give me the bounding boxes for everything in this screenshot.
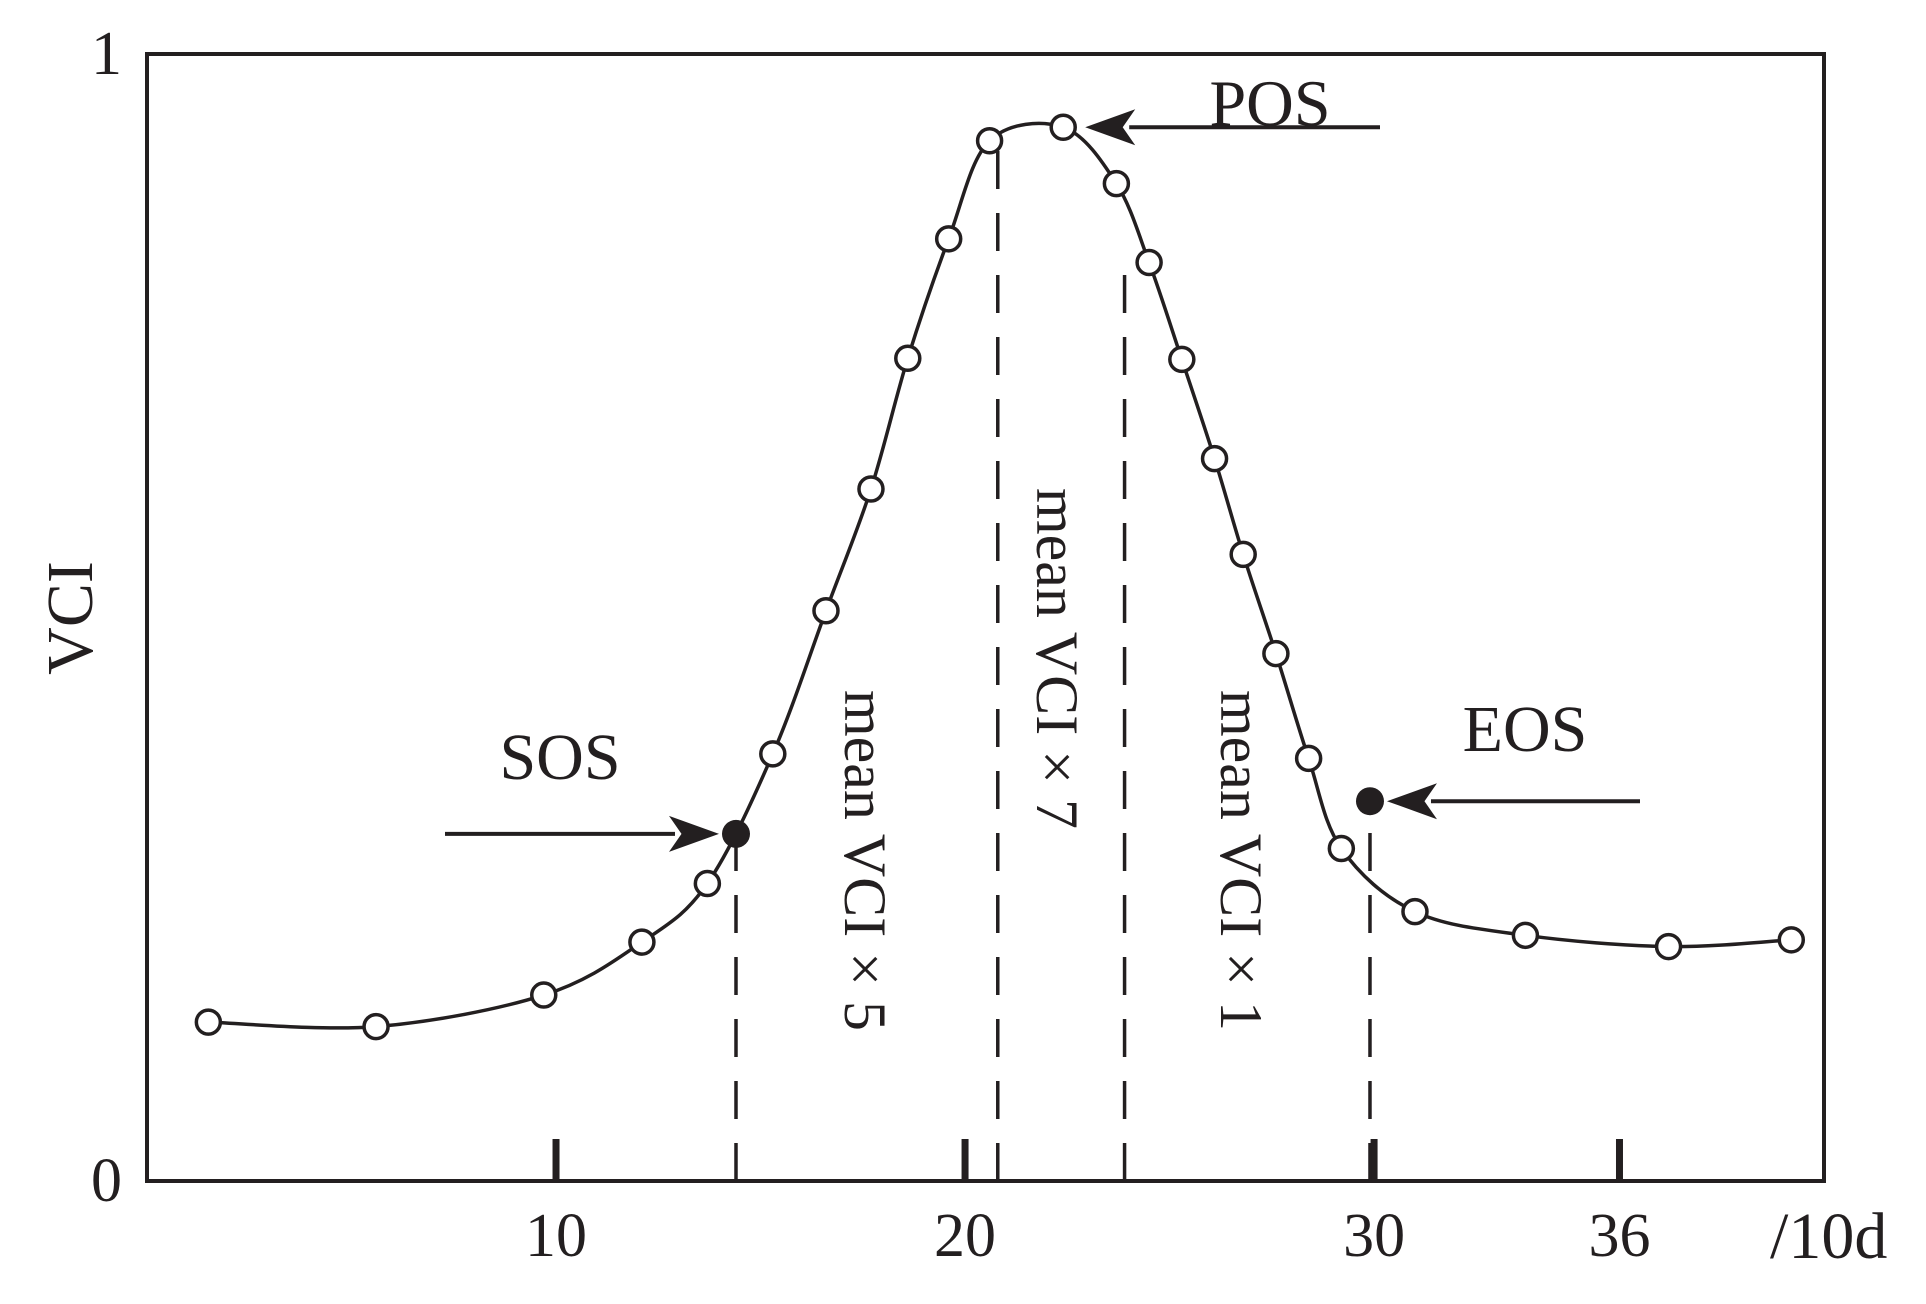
data-point-11 bbox=[975, 127, 1004, 155]
data-point-2 bbox=[362, 1012, 390, 1041]
x-tick-label-30: 30 bbox=[1343, 1202, 1405, 1270]
plot-frame bbox=[145, 52, 1826, 1183]
data-point-9 bbox=[894, 344, 922, 373]
data-point-22 bbox=[1511, 921, 1540, 950]
data-point-21 bbox=[1401, 897, 1429, 926]
sos-arrow bbox=[445, 815, 719, 852]
sos-marker bbox=[721, 819, 750, 848]
data-point-16 bbox=[1200, 444, 1229, 473]
ticks-layer: 10 20 30 36 0 1 bbox=[91, 20, 1650, 1270]
data-point-14 bbox=[1135, 248, 1163, 277]
data-point-7 bbox=[812, 596, 840, 625]
pos-arrow bbox=[1085, 109, 1380, 146]
data-point-24 bbox=[1777, 926, 1806, 954]
data-point-5 bbox=[693, 869, 722, 898]
eos-label: EOS bbox=[1463, 693, 1588, 766]
data-point-3 bbox=[530, 981, 558, 1009]
data-point-15 bbox=[1168, 345, 1196, 374]
data-point-23 bbox=[1654, 932, 1683, 961]
y-axis-title: VCI bbox=[34, 561, 107, 675]
sos-label: SOS bbox=[499, 721, 620, 794]
x-tick-label-20: 20 bbox=[934, 1202, 996, 1270]
pos-label: POS bbox=[1209, 67, 1330, 140]
annotations-layer: SOS EOS POS mean VCI × 5 mean VCI × 7 mean VC… bbox=[445, 67, 1640, 1031]
annotation-mean-vci-3: mean VCI × 1 bbox=[1208, 690, 1274, 1031]
eos-arrow bbox=[1386, 783, 1640, 820]
y-tick-label-1: 1 bbox=[91, 20, 122, 88]
annotation-mean-vci-2: mean VCI × 7 bbox=[1024, 488, 1090, 829]
x-tick-label-36: 36 bbox=[1588, 1202, 1650, 1270]
y-tick-label-0: 0 bbox=[91, 1147, 122, 1215]
annotation-mean-vci-1: mean VCI × 5 bbox=[832, 690, 898, 1031]
reference-lines-layer bbox=[734, 144, 1372, 1181]
data-point-6 bbox=[759, 740, 787, 768]
data-points-layer bbox=[194, 113, 1806, 1041]
data-point-8 bbox=[857, 475, 885, 503]
data-point-12 bbox=[1049, 113, 1077, 142]
data-point-20 bbox=[1327, 834, 1356, 863]
data-point-13 bbox=[1102, 169, 1131, 198]
data-point-1 bbox=[194, 1008, 223, 1036]
data-point-4 bbox=[628, 928, 656, 956]
x-tick-label-10: 10 bbox=[525, 1202, 587, 1270]
x-axis-unit-label: /10d bbox=[1770, 1200, 1887, 1273]
data-point-10 bbox=[934, 225, 963, 253]
eos-marker bbox=[1355, 787, 1384, 816]
vci-curve bbox=[208, 121, 1792, 1030]
data-point-18 bbox=[1262, 639, 1290, 668]
data-point-19 bbox=[1294, 744, 1323, 773]
data-point-17 bbox=[1229, 540, 1257, 569]
